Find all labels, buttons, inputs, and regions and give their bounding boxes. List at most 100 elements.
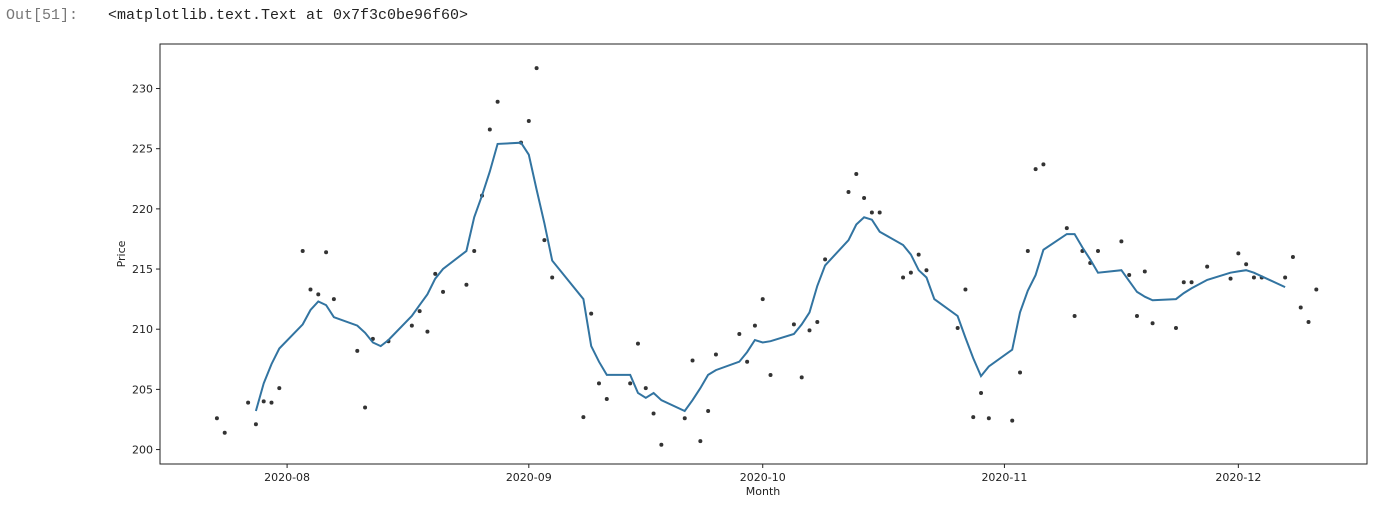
point	[760, 297, 765, 302]
point	[1228, 276, 1233, 281]
y-tick-label: 215	[132, 263, 153, 276]
point	[409, 323, 414, 328]
point	[472, 248, 477, 253]
point	[246, 400, 251, 405]
point	[823, 257, 828, 262]
point	[550, 275, 555, 280]
point	[1072, 313, 1077, 318]
point	[355, 348, 360, 353]
point	[425, 329, 430, 334]
point	[768, 372, 773, 377]
point	[706, 409, 711, 414]
axes-frame	[159, 43, 1368, 465]
point	[542, 238, 547, 243]
point	[1283, 275, 1288, 280]
point	[1142, 269, 1147, 274]
y-tick-label: 200	[132, 444, 153, 457]
point	[331, 297, 336, 302]
point	[791, 322, 796, 327]
point	[745, 359, 750, 364]
point	[316, 292, 321, 297]
point	[659, 442, 664, 447]
point	[1205, 264, 1210, 269]
point	[877, 210, 882, 215]
point	[1306, 319, 1311, 324]
y-tick-label: 210	[132, 323, 153, 336]
point	[417, 309, 422, 314]
point	[1290, 255, 1295, 260]
point	[862, 196, 867, 201]
y-tick-label: 205	[132, 383, 153, 396]
point	[955, 326, 960, 331]
point	[1018, 370, 1023, 375]
point	[1251, 275, 1256, 280]
output-text: <matplotlib.text.Text at 0x7f3c0be96f60>	[108, 7, 468, 24]
point	[1189, 280, 1194, 285]
point	[854, 171, 859, 176]
point	[682, 416, 687, 421]
point	[534, 66, 539, 71]
point	[1134, 313, 1139, 318]
y-axis-label: Price	[115, 240, 128, 267]
point	[799, 375, 804, 380]
point	[971, 415, 976, 420]
point	[916, 252, 921, 257]
point	[1010, 418, 1015, 423]
point	[1033, 167, 1038, 172]
point	[1095, 248, 1100, 253]
point	[269, 400, 274, 405]
point	[963, 287, 968, 292]
point	[815, 319, 820, 324]
line	[254, 141, 1286, 413]
point	[1298, 305, 1303, 310]
x-tick-label: 2020-08	[264, 471, 310, 484]
x-tick-label: 2020-10	[740, 471, 786, 484]
point	[628, 381, 633, 386]
point	[222, 430, 227, 435]
point	[1064, 226, 1069, 231]
x-tick-label: 2020-12	[1215, 471, 1261, 484]
point	[441, 289, 446, 294]
point	[464, 282, 469, 287]
point	[846, 190, 851, 195]
point	[1119, 239, 1124, 244]
point	[698, 439, 703, 444]
point	[651, 411, 656, 416]
point	[300, 248, 305, 253]
point	[1041, 162, 1046, 167]
point	[581, 415, 586, 420]
point	[690, 358, 695, 363]
x-axis-label: Month	[746, 485, 781, 498]
point	[713, 352, 718, 357]
output-prompt: Out[51]:	[6, 7, 78, 24]
point	[924, 268, 929, 273]
point	[214, 416, 219, 421]
point	[908, 270, 913, 275]
point	[807, 328, 812, 333]
point	[1150, 321, 1155, 326]
point	[901, 275, 906, 280]
point	[596, 381, 601, 386]
point	[1314, 287, 1319, 292]
point	[635, 341, 640, 346]
point	[433, 271, 438, 276]
point	[308, 287, 313, 292]
point	[979, 390, 984, 395]
point	[737, 332, 742, 337]
point	[1127, 273, 1132, 278]
point	[643, 386, 648, 391]
point	[495, 99, 500, 104]
point	[253, 422, 258, 427]
point	[604, 397, 609, 402]
y-tick-label: 220	[132, 203, 153, 216]
point	[277, 386, 282, 391]
point	[324, 250, 329, 255]
point	[1173, 326, 1178, 331]
point	[487, 127, 492, 132]
point	[986, 416, 991, 421]
point	[261, 399, 266, 404]
point	[752, 323, 757, 328]
point	[363, 405, 368, 410]
